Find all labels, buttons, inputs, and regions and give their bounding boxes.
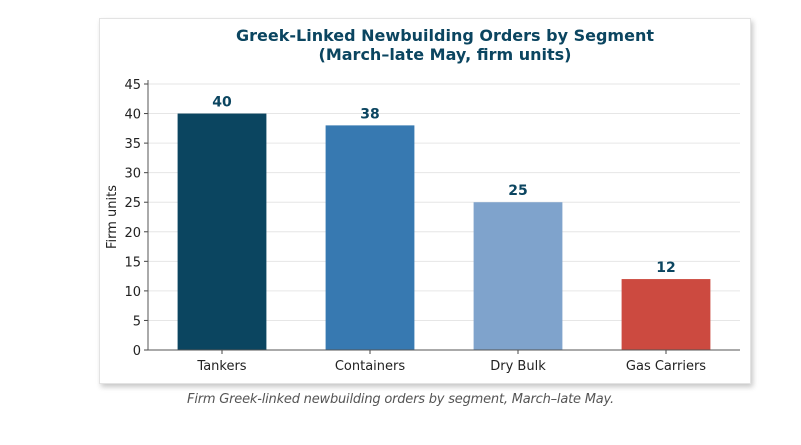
x-tick-label: Containers [335,359,406,374]
y-tick-label: 25 [124,196,141,211]
y-tick-label: 20 [124,226,141,241]
x-tick-label: Dry Bulk [490,359,546,374]
y-tick-label: 30 [124,167,141,182]
bar-dry-bulk [473,202,563,350]
data-label: 12 [656,260,675,276]
bar-gas-carriers [621,279,711,350]
axes: Tankers Containers Dry Bulk Gas Carriers 0 5 1… [124,78,740,374]
x-tick-label: Gas Carriers [626,359,706,374]
y-tick-label: 5 [133,314,141,329]
y-axis-label: Firm units [105,185,120,249]
bar-tankers [177,113,267,350]
y-tick-label: 40 [124,108,141,123]
y-tick-label: 45 [124,78,141,93]
data-label: 25 [508,183,527,199]
bar-containers [325,125,415,350]
y-tick-label: 35 [124,137,141,152]
y-tick-label: 10 [124,285,141,300]
figure-caption: Firm Greek-linked newbuilding orders by … [187,392,614,407]
data-label: 40 [212,95,232,111]
chart-title-line-1: Greek-Linked Newbuilding Orders by Segme… [236,26,654,45]
data-label: 38 [360,106,379,122]
chart-title-line-2: (March–late May, firm units) [319,45,572,64]
x-tick-label: Tankers [196,359,246,374]
bars: 40 38 25 12 [177,95,711,350]
y-tick-label: 0 [133,344,141,359]
y-tick-label: 15 [124,255,141,270]
